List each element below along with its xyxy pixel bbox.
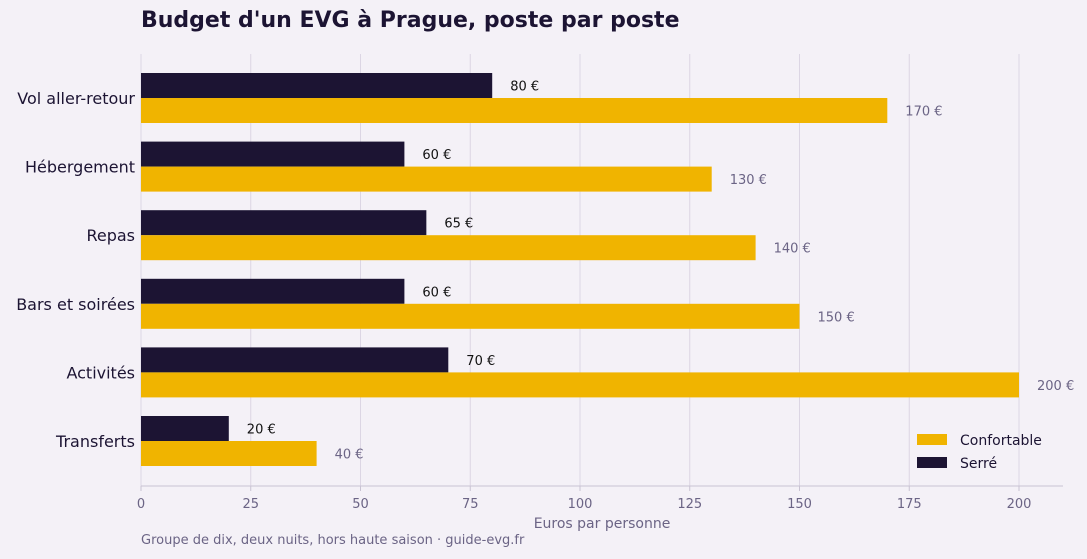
bar-confortable — [141, 235, 756, 261]
value-label-serre: 60 € — [422, 285, 451, 300]
legend-label: Confortable — [960, 433, 1042, 449]
legend: Confortable Serré — [917, 433, 1042, 472]
axes: 0 25 50 75 100 125 150 175 200 Vol aller-retour Hé… — [16, 89, 1063, 512]
x-tick-label: 50 — [352, 497, 369, 512]
value-label-confortable: 140 € — [774, 242, 811, 257]
value-label-serre: 60 € — [422, 148, 451, 163]
x-tick-label: 175 — [897, 497, 922, 512]
value-label-confortable: 170 € — [905, 105, 942, 120]
bar-serre — [141, 210, 427, 236]
bar-serre — [141, 278, 405, 304]
value-labels: 80 € 170 € 60 € 130 € 65 € 140 € 60 € 150 € 70 €… — [247, 80, 1074, 463]
y-category-label: Bars et soirées — [16, 295, 135, 314]
x-tick-label: 150 — [787, 497, 812, 512]
x-tick-label: 0 — [137, 497, 145, 512]
bar-serre — [141, 73, 493, 98]
chart-title: Budget d'un EVG à Prague, poste par post… — [141, 8, 680, 33]
value-label-serre: 70 € — [466, 354, 495, 369]
y-category-label: Vol aller-retour — [17, 89, 135, 108]
x-tick-label: 75 — [462, 497, 479, 512]
bar-confortable — [141, 166, 712, 192]
bar-confortable — [141, 441, 317, 466]
x-tick-label: 100 — [568, 497, 593, 512]
chart-footnote: Groupe de dix, deux nuits, hors haute sa… — [141, 533, 525, 548]
value-label-confortable: 40 € — [335, 448, 364, 463]
legend-swatch — [917, 434, 947, 445]
x-tick-label: 200 — [1007, 497, 1032, 512]
value-label-serre: 80 € — [510, 80, 539, 95]
bar-serre — [141, 347, 449, 373]
value-label-confortable: 200 € — [1037, 379, 1074, 394]
value-label-serre: 65 € — [444, 217, 473, 232]
y-category-label: Hébergement — [25, 158, 135, 177]
grid-lines — [140, 54, 1020, 486]
x-tick-label: 125 — [677, 497, 702, 512]
y-category-label: Activités — [66, 363, 135, 382]
bar-confortable — [141, 372, 1019, 398]
bars — [141, 73, 1019, 466]
bar-serre — [141, 416, 229, 441]
y-category-label: Transferts — [55, 432, 135, 451]
value-label-confortable: 130 € — [730, 173, 767, 188]
value-label-confortable: 150 € — [818, 310, 855, 325]
x-axis-title: Euros par personne — [534, 516, 671, 532]
y-category-label: Repas — [86, 226, 135, 245]
legend-label: Serré — [960, 456, 997, 472]
bar-confortable — [141, 98, 888, 123]
legend-swatch — [917, 457, 947, 468]
x-tick-label: 25 — [242, 497, 259, 512]
value-label-serre: 20 € — [247, 423, 276, 438]
bar-serre — [141, 141, 405, 167]
bar-confortable — [141, 303, 800, 329]
